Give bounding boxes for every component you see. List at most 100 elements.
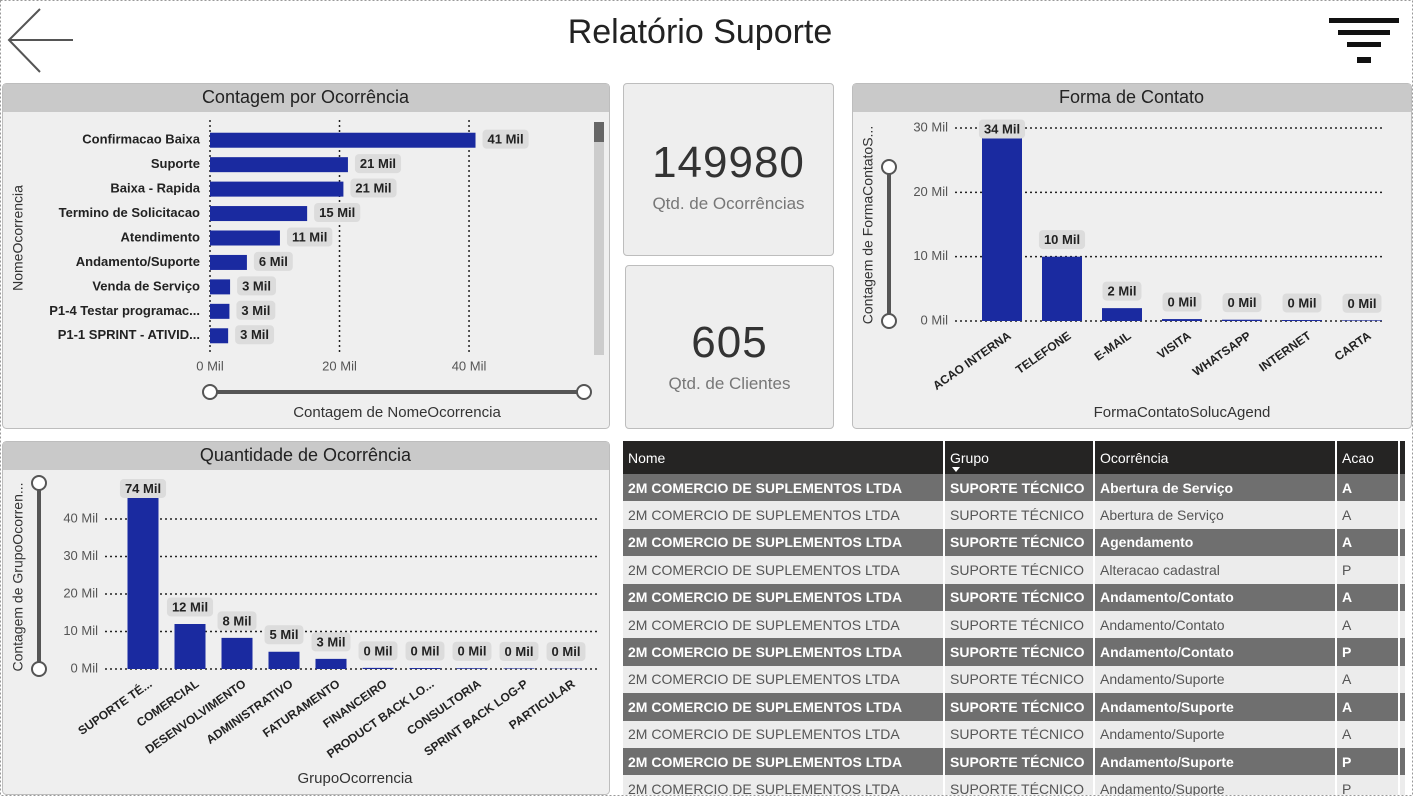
data-label-group: 3 Mil (311, 632, 351, 652)
data-label-bg (978, 119, 1026, 139)
table-row[interactable]: 2M COMERCIO DE SUPLEMENTOS LTDA SUPORTE T… (623, 747, 1405, 776)
y-tick-label: 10 Mil (913, 248, 948, 263)
bar (127, 481, 159, 669)
table-cell: Andamento/Contato (1094, 638, 1337, 666)
data-label-bg (166, 597, 214, 617)
page-title: Relatório Suporte (568, 13, 833, 51)
table-row[interactable]: 2M COMERCIO DE SUPLEMENTOS LTDA SUPORTE T… (623, 665, 1405, 694)
y-tick-label: Suporte (151, 156, 200, 171)
panel-header (3, 442, 609, 470)
y-tick-label: 30 Mil (913, 119, 948, 134)
table-cell: 2M COMERCIO DE SUPLEMENTOS LTDA (623, 665, 945, 694)
data-label: 6 Mil (259, 254, 288, 269)
data-label-bg (119, 478, 167, 498)
data-label-bg (236, 300, 276, 320)
data-label-bg (286, 227, 333, 247)
x-axis-title: Contagem de NomeOcorrencia (293, 404, 501, 421)
table-row[interactable]: 2M COMERCIO DE SUPLEMENTOS LTDA SUPORTE T… (623, 501, 1405, 529)
panel-title: Forma de Contato (1059, 87, 1204, 107)
table-row[interactable]: 2M COMERCIO DE SUPLEMENTOS LTDA SUPORTE T… (623, 528, 1405, 557)
data-label-bg (237, 276, 276, 296)
table-row[interactable]: 2M COMERCIO DE SUPLEMENTOS LTDA SUPORTE T… (623, 610, 1405, 639)
bar (1102, 308, 1142, 321)
slider-handle (881, 313, 897, 329)
bar (210, 206, 308, 222)
data-label: 3 Mil (240, 327, 269, 342)
table-cell: P (1336, 775, 1400, 795)
table-cell: SUPORTE TÉCNICO (944, 583, 1095, 611)
bar (315, 658, 347, 669)
column-header[interactable]: Acao (1336, 441, 1400, 474)
table-cell: 2M COMERCIO DE SUPLEMENTOS LTDA (623, 501, 945, 529)
data-label-bg (1342, 293, 1382, 313)
data-table: NomeGrupoOcorrênciaAcaoAno2M COMERCIO DE… (623, 441, 1405, 795)
back-button[interactable] (7, 8, 73, 73)
data-label-group: 8 Mil (217, 611, 257, 631)
slider-handle (31, 475, 47, 491)
table-row[interactable]: 2M COMERCIO DE SUPLEMENTOS LTDA SUPORTE T… (623, 583, 1405, 611)
data-label: 3 Mil (241, 303, 270, 318)
table-row[interactable]: 2M COMERCIO DE SUPLEMENTOS LTDA SUPORTE T… (623, 693, 1405, 721)
bar (221, 637, 253, 669)
table-cell: 2016 (1399, 528, 1405, 557)
data-label-bg (452, 641, 492, 661)
y-axis-title: Contagem de FormaContatoS... (860, 126, 876, 324)
table-cell: SUPORTE TÉCNICO (944, 501, 1095, 529)
y-tick-label: P1-1 SPRINT - ATIVID... (58, 327, 200, 342)
data-label-bg (1038, 230, 1086, 250)
y-tick-label: 0 Mil (921, 312, 949, 327)
data-label-group: 15 Mil (314, 202, 361, 222)
sort-indicator (952, 467, 960, 472)
data-label-group: 34 Mil (978, 119, 1026, 139)
data-label-group: 0 Mil (452, 641, 492, 661)
data-label: 0 Mil (552, 644, 581, 659)
table-cell: Agendamento (1094, 528, 1337, 557)
table-cell: 2019 (1399, 775, 1405, 795)
data-label: 41 Mil (488, 132, 524, 147)
data-label-group: 41 Mil (482, 129, 529, 149)
data-label: 12 Mil (172, 599, 208, 614)
data-label: 0 Mil (458, 644, 487, 659)
table-cell: 2018 (1399, 610, 1405, 639)
table-row[interactable]: 2M COMERCIO DE SUPLEMENTOS LTDA SUPORTE T… (623, 775, 1405, 795)
table-cell: Abertura de Serviço (1094, 474, 1337, 502)
data-label: 2 Mil (1108, 284, 1137, 299)
table-cell: Andamento/Suporte (1094, 775, 1337, 795)
scrollbar (594, 122, 604, 355)
table-cell: Alteracao cadastral (1094, 556, 1337, 584)
bar (174, 624, 206, 669)
table-cell: A (1336, 583, 1400, 611)
column-header[interactable]: Grupo (944, 441, 1095, 474)
data-label-bg (1282, 293, 1322, 313)
y-tick-label: Atendimento (121, 229, 201, 244)
data-label-bg (264, 625, 304, 645)
bar (1162, 319, 1202, 321)
table-row[interactable]: 2M COMERCIO DE SUPLEMENTOS LTDA SUPORTE T… (623, 474, 1405, 502)
data-label-bg (499, 641, 539, 661)
table-cell: SUPORTE TÉCNICO (944, 720, 1095, 748)
y-tick-label: 10 Mil (63, 623, 98, 638)
slider-handle (881, 159, 897, 175)
column-header[interactable]: Nome (623, 441, 945, 474)
table-row[interactable]: 2M COMERCIO DE SUPLEMENTOS LTDA SUPORTE T… (623, 720, 1405, 748)
data-label: 0 Mil (1168, 295, 1197, 310)
data-label: 0 Mil (411, 644, 440, 659)
table-row[interactable]: 2M COMERCIO DE SUPLEMENTOS LTDA SUPORTE T… (623, 556, 1405, 584)
column-header[interactable]: Ano (1399, 441, 1405, 474)
filter-button[interactable] (1329, 18, 1399, 63)
data-label: 3 Mil (317, 634, 346, 649)
data-label: 0 Mil (1348, 296, 1377, 311)
table-cell: 2016 (1399, 556, 1405, 584)
y-tick-label: 20 Mil (63, 585, 98, 600)
table-cell: A (1336, 501, 1400, 529)
column-header[interactable]: Ocorrência (1094, 441, 1337, 474)
table-row[interactable]: 2M COMERCIO DE SUPLEMENTOS LTDA SUPORTE T… (623, 638, 1405, 666)
data-label-group: 21 Mil (350, 178, 397, 198)
table-cell: 2016 (1399, 665, 1405, 694)
panel-header (3, 84, 609, 112)
card-value: 149980 (652, 138, 805, 187)
x-tick-label: 20 Mil (322, 358, 357, 373)
data-label: 10 Mil (1044, 232, 1080, 247)
